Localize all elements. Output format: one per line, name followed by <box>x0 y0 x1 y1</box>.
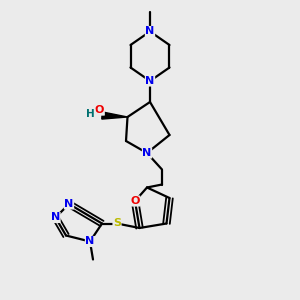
Text: N: N <box>85 236 94 247</box>
Text: N: N <box>51 212 60 223</box>
Text: O: O <box>130 196 140 206</box>
Text: N: N <box>146 26 154 37</box>
Text: N: N <box>146 76 154 86</box>
Polygon shape <box>102 112 128 119</box>
Text: H: H <box>86 109 95 119</box>
Text: S: S <box>113 218 121 229</box>
Text: N: N <box>64 199 74 209</box>
Text: N: N <box>142 148 152 158</box>
Text: O: O <box>95 105 104 115</box>
